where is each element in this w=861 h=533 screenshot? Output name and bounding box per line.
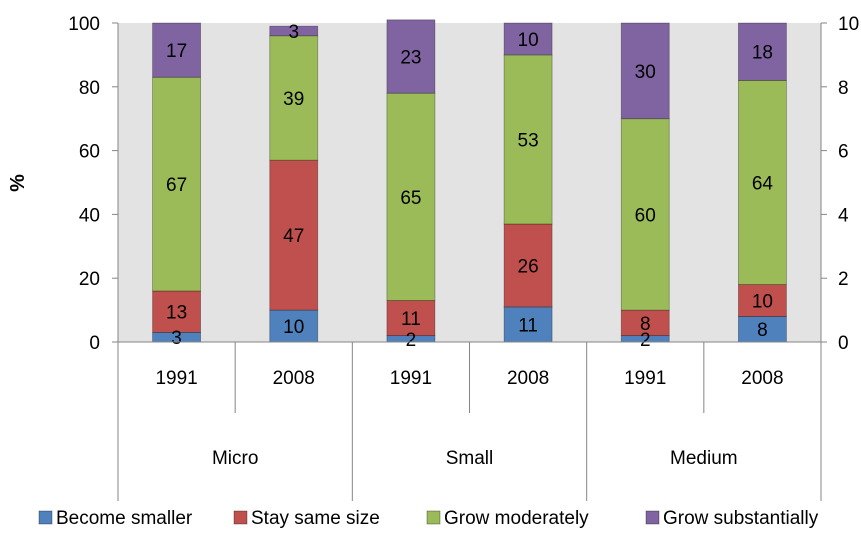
bar-segment [503, 54, 553, 225]
bar-segment [738, 22, 787, 81]
bar-segment [386, 300, 436, 337]
data-label: 60 [635, 205, 656, 226]
left-y-tick-label: 80 [79, 78, 100, 99]
x-tick-label: 1991 [390, 368, 432, 389]
data-label: 13 [166, 303, 187, 324]
y-axis-title: % [7, 174, 29, 192]
left-y-tick-label: 20 [79, 269, 100, 290]
data-label: 2 [640, 330, 651, 351]
bar-segment [503, 223, 553, 308]
left-y-tick-label: 40 [79, 205, 100, 226]
data-label: 26 [518, 256, 539, 277]
bars [152, 19, 787, 343]
right-y-tick-label: 8 [838, 78, 849, 99]
bar-segment [269, 35, 319, 161]
left-y-tick-label: 100 [68, 14, 100, 35]
group-label: Micro [212, 448, 258, 469]
right-y-tick-label: 4 [838, 205, 849, 226]
right-y-tick-label: 2 [838, 269, 849, 290]
data-label: 3 [288, 22, 299, 43]
legend-entry: Become smaller [56, 508, 193, 529]
x-tick-label: 1991 [624, 368, 666, 389]
bar-segment [269, 309, 319, 343]
data-label: 10 [283, 317, 304, 338]
legend-entry: Grow substantially [663, 508, 819, 529]
data-label: 10 [518, 30, 539, 51]
data-label: 11 [401, 309, 421, 330]
x-tick-label: 2008 [507, 368, 549, 389]
plot-area [118, 23, 821, 342]
legend-swatch [233, 510, 248, 525]
bar-segment [620, 309, 670, 337]
data-label: 65 [400, 188, 421, 209]
legend-swatch [38, 510, 53, 525]
data-label: 47 [283, 226, 304, 247]
bar-segment [152, 76, 201, 292]
bar-segment [503, 22, 553, 56]
group-label: Small [446, 448, 494, 469]
left-y-tick-label: 0 [89, 333, 100, 354]
group-label: Medium [670, 448, 738, 469]
data-label: 3 [171, 328, 182, 349]
bar-segment [738, 316, 787, 343]
legend-entry: Grow moderately [444, 508, 589, 529]
data-label: 17 [166, 41, 187, 62]
right-y-tick-label: 0 [838, 333, 849, 354]
bar-segment [269, 25, 319, 37]
data-label: 67 [166, 175, 187, 196]
legend: Become smaller Stay same size Grow moderat… [38, 508, 819, 529]
bar-segment [503, 306, 553, 343]
bar-segment [152, 290, 201, 333]
legend-entry: Stay same size [251, 508, 380, 529]
right-y-tick-label: 10 [838, 14, 859, 35]
x-tick-label: 2008 [273, 368, 315, 389]
axes: 0 0 20 2 40 4 60 6 80 8 100 10 1991 2008 1991 2008 1991 2… [68, 14, 859, 501]
data-label: 18 [752, 43, 773, 64]
data-label: 10 [752, 292, 773, 313]
left-y-tick-label: 60 [79, 142, 100, 163]
bar-segment [386, 19, 436, 94]
legend-swatch [426, 510, 441, 525]
bar-segment [620, 22, 670, 120]
bar-segment [738, 80, 787, 285]
bar-segment [386, 92, 436, 301]
right-y-tick-label: 6 [838, 142, 849, 163]
data-label: 53 [518, 130, 539, 151]
data-label: 23 [400, 47, 421, 68]
legend-swatch [645, 510, 660, 525]
data-labels: 3136717104739321165231126531028603081064… [166, 22, 773, 351]
x-tick-label: 1991 [155, 368, 197, 389]
x-tick-label: 2008 [741, 368, 783, 389]
data-label: 8 [640, 314, 651, 335]
bar-segment [152, 22, 201, 78]
data-label: 8 [757, 320, 768, 341]
data-label: 39 [283, 89, 304, 110]
data-label: 30 [635, 62, 656, 83]
data-label: 11 [518, 315, 538, 336]
data-label: 2 [406, 330, 417, 351]
data-label: 64 [752, 174, 774, 195]
